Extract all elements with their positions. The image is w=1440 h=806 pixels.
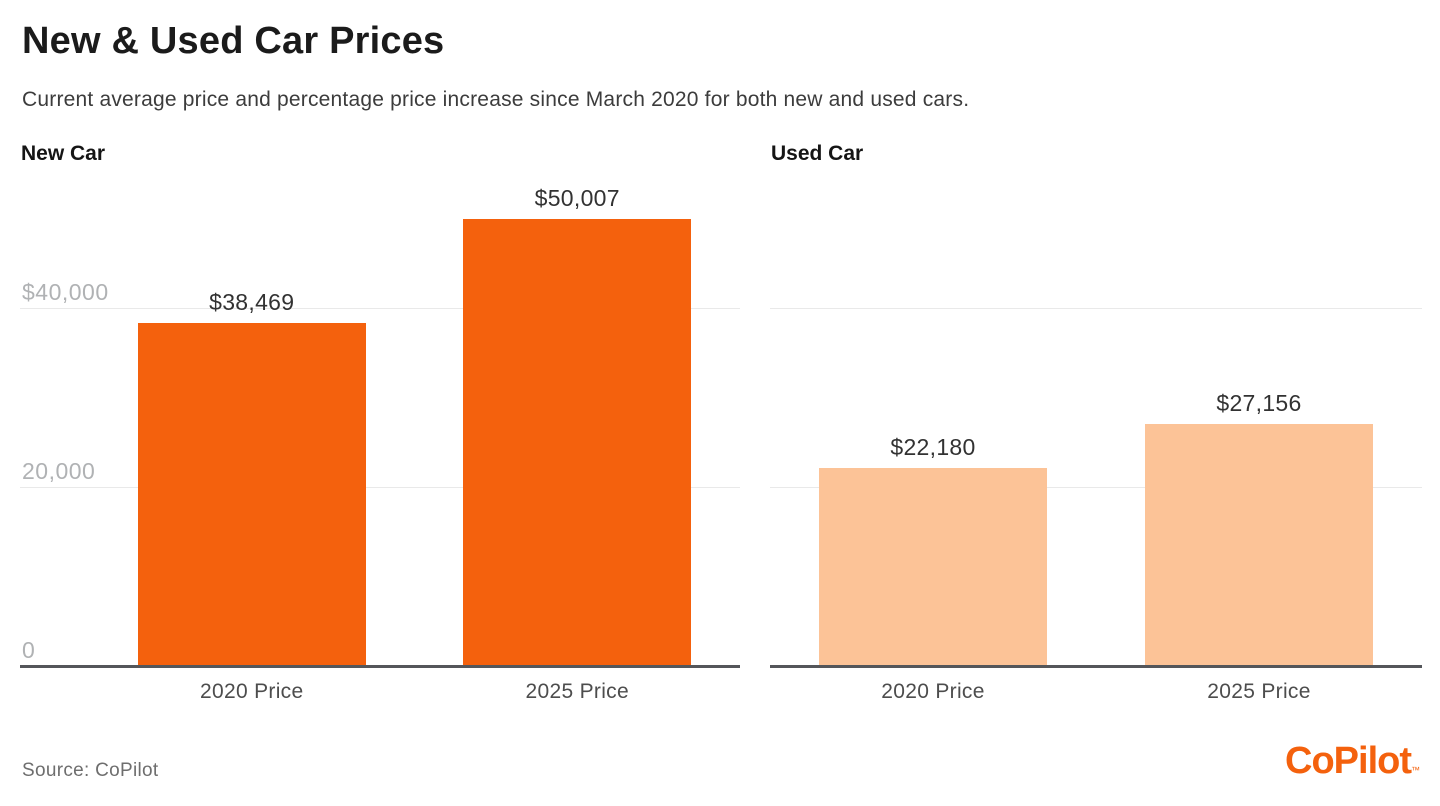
used-car-chart: Used Car $22,180 2020 Price $27,156 2025 Pr… <box>770 142 1422 710</box>
bar-2025-price <box>463 219 692 667</box>
bar-value-label: $38,469 <box>209 288 295 315</box>
new-car-bars-area: $38,469 2020 Price $50,007 2025 Price <box>89 170 740 702</box>
bar-2025-price <box>1144 423 1374 667</box>
used-car-plot-area: $22,180 2020 Price $27,156 2025 Price <box>770 170 1422 702</box>
gridline <box>20 307 740 309</box>
new-car-chart: New Car 0 20,000 $40,000 $38,469 2020 Price $… <box>20 142 740 710</box>
new-car-chart-title: New Car <box>21 142 106 165</box>
used-car-bars-area: $22,180 2020 Price $27,156 2025 Price <box>770 170 1422 702</box>
x-category-label: 2025 Price <box>525 680 629 703</box>
gridline <box>770 486 1422 488</box>
new-car-plot-area: 0 20,000 $40,000 $38,469 2020 Price $50,007 20… <box>20 170 740 702</box>
x-axis-line <box>20 665 740 668</box>
used-car-chart-title: Used Car <box>771 142 864 165</box>
copilot-logo-text: CoPilot <box>1285 740 1412 782</box>
bar-value-label: $27,156 <box>1216 389 1302 416</box>
bar-value-label: $50,007 <box>534 185 620 212</box>
bar-2020-price <box>818 468 1048 667</box>
gridline <box>20 486 740 488</box>
x-category-label: 2025 Price <box>1207 680 1311 703</box>
source-note: Source: CoPilot <box>22 760 159 781</box>
copilot-logo: CoPilot™ <box>1285 742 1420 780</box>
y-tick-label: 20,000 <box>22 457 96 484</box>
figure-title: New & Used Car Prices <box>22 20 445 62</box>
gridline <box>770 307 1422 309</box>
y-tick-label: $40,000 <box>22 278 109 305</box>
x-category-label: 2020 Price <box>200 680 304 703</box>
trademark-symbol: ™ <box>1411 765 1420 775</box>
figure-subtitle: Current average price and percentage pri… <box>22 88 970 111</box>
bar-value-label: $22,180 <box>890 434 976 461</box>
y-tick-label: 0 <box>22 637 36 663</box>
x-category-label: 2020 Price <box>881 680 985 703</box>
bar-2020-price <box>137 322 366 667</box>
x-axis-line <box>770 665 1422 668</box>
